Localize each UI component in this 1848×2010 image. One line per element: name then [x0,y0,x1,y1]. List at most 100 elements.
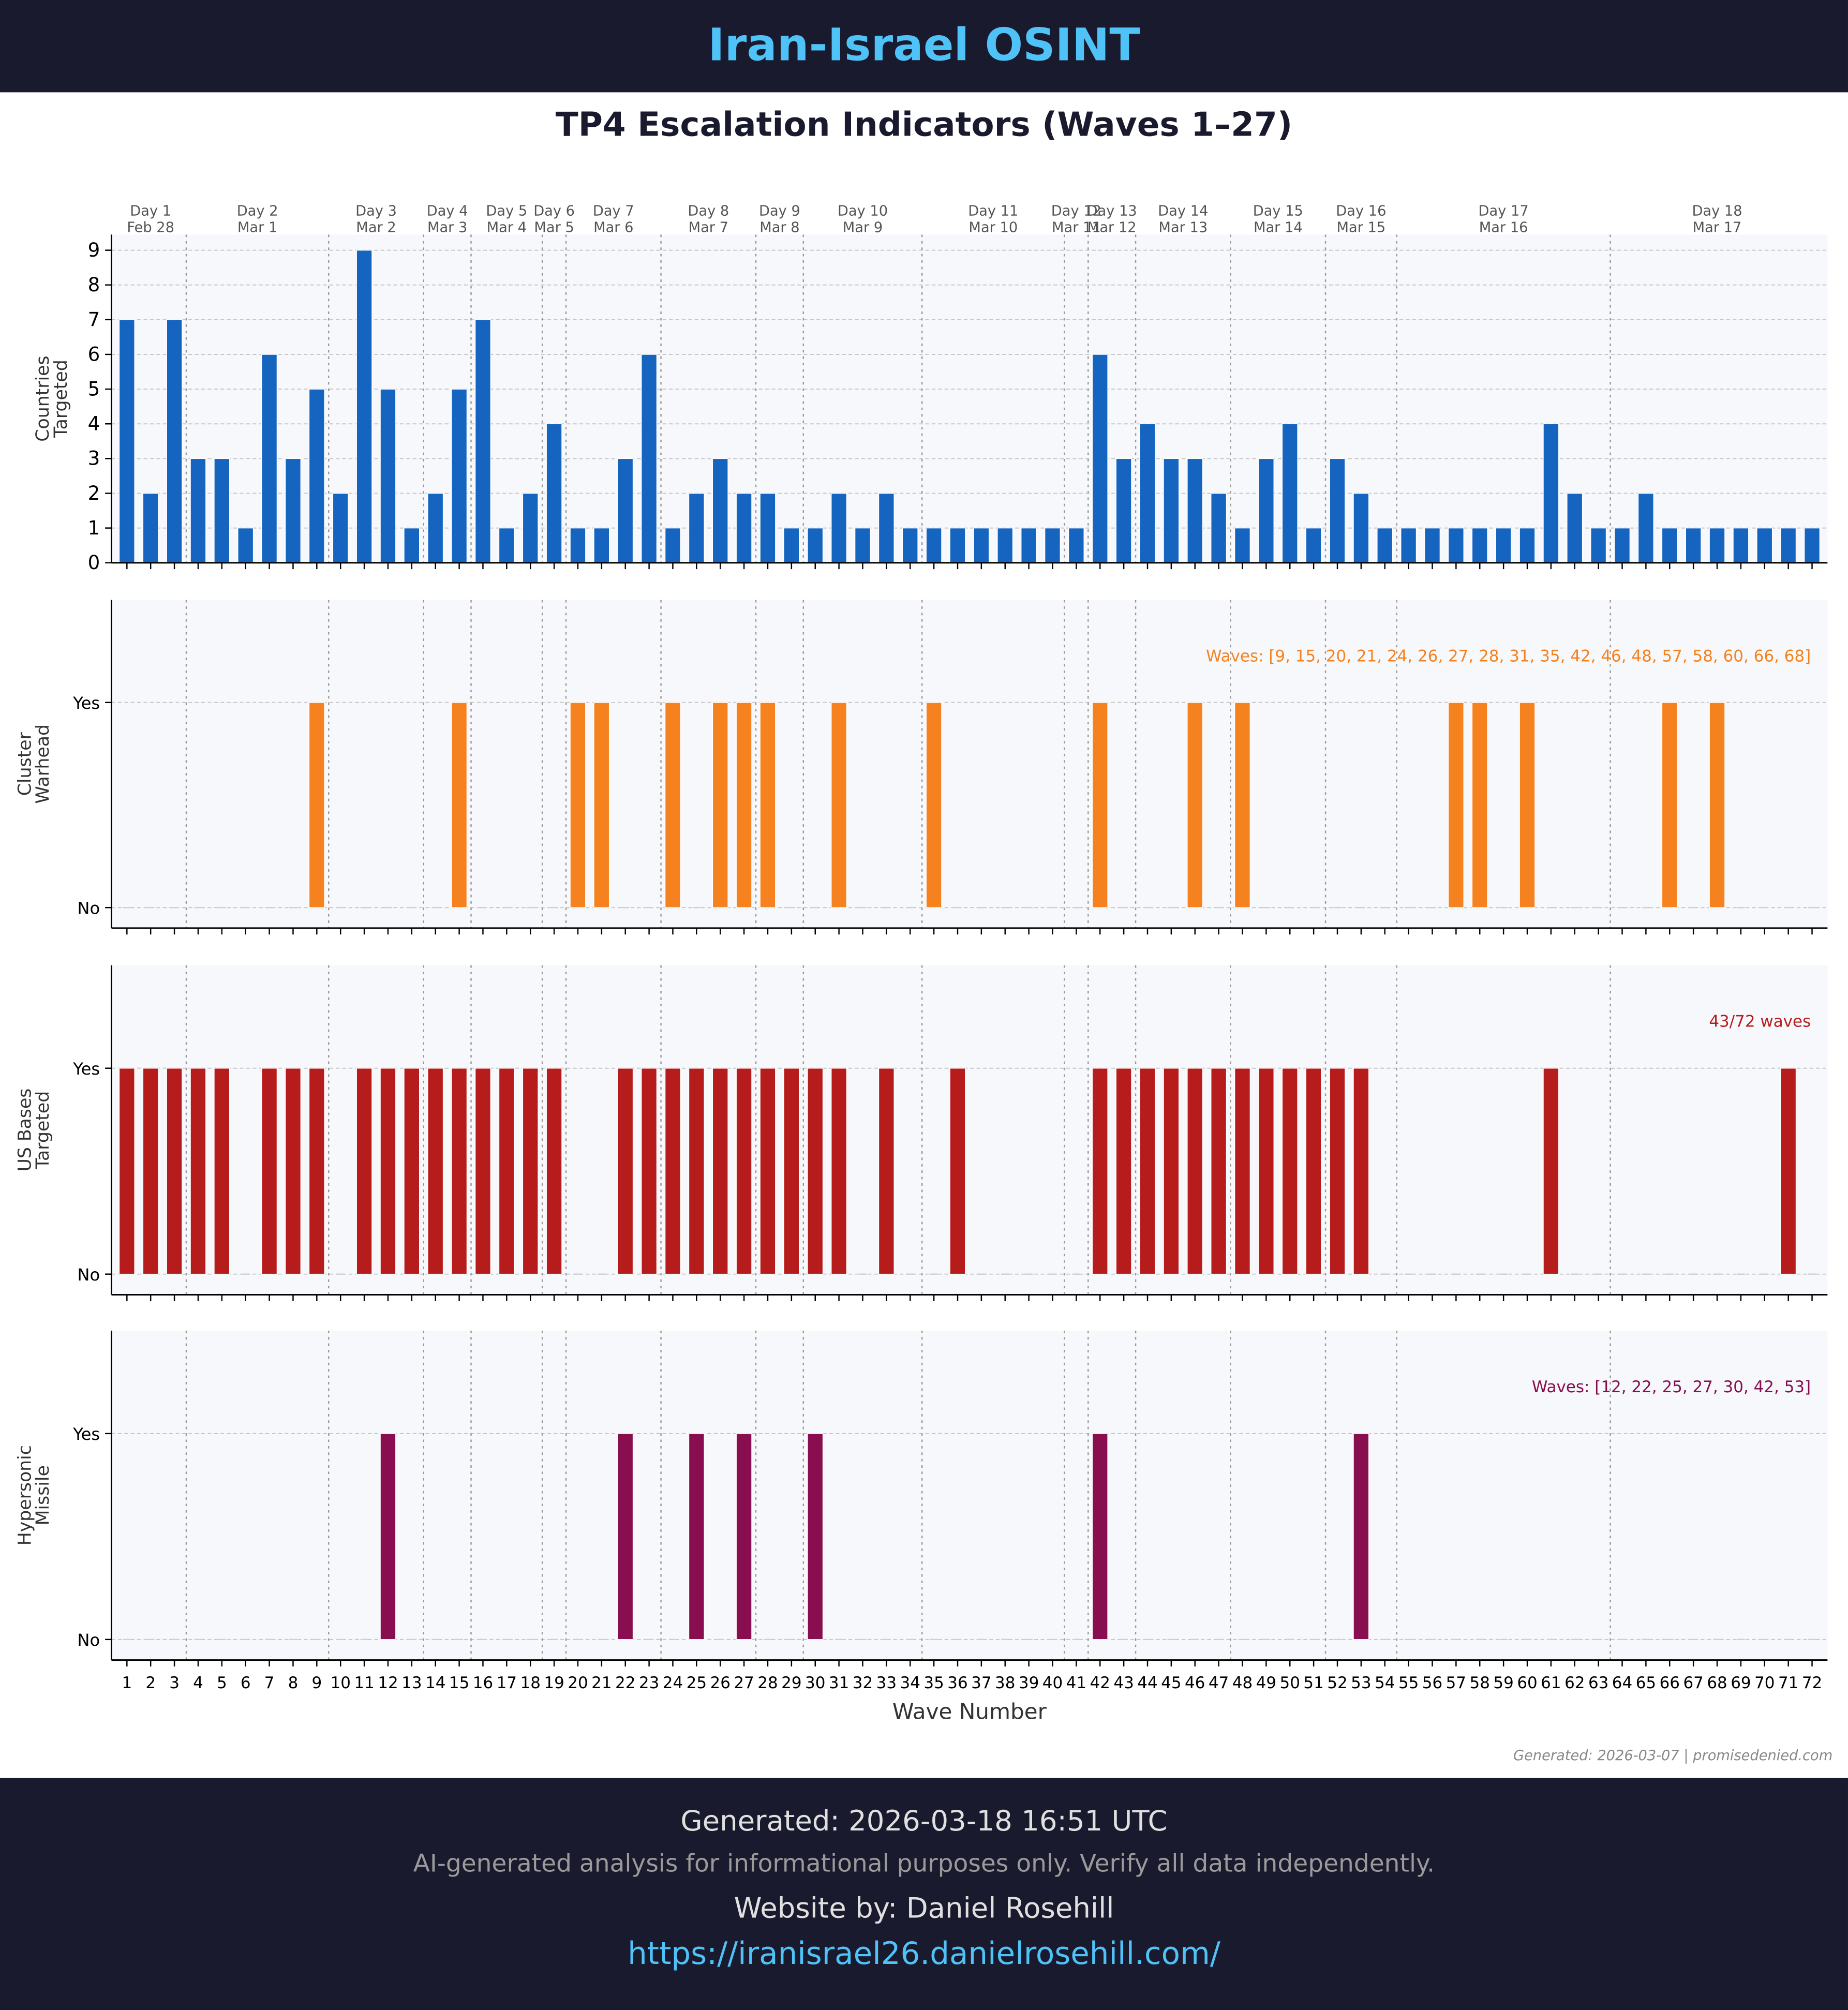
bar-no-wave-61 [1547,1639,1555,1641]
site-footer: Generated: 2026-03-18 16:51 UTC AI-gener… [0,1778,1848,2010]
x-tick-label: 7 [264,1674,275,1692]
y-tick-label: 2 [88,482,100,504]
bar-no-wave-51 [1309,1639,1318,1641]
bar-no-wave-23 [645,1639,653,1641]
bar-no-wave-15 [455,1639,464,1641]
bar-no-wave-41 [1072,1273,1080,1275]
date-label: Mar 9 [843,219,883,235]
bar-yes-wave-27 [736,1067,752,1275]
x-tick-label: 5 [217,1674,227,1692]
bar-no-wave-17 [502,1639,511,1641]
bar-no-wave-25 [692,906,701,909]
bar-no-wave-68 [1713,1639,1721,1641]
bar-no-wave-43 [1120,1639,1128,1641]
date-label: Mar 8 [759,219,799,235]
bar-no-wave-36 [953,906,962,909]
footer-disclaimer: AI-generated analysis for informational … [413,1850,1435,1878]
footer-website-by: Website by: Daniel Rosehill [734,1893,1114,1926]
bar-yes-wave-9 [308,702,325,908]
bar-wave-40 [1044,527,1061,563]
x-tick-label: 72 [1802,1674,1822,1692]
bar-yes-wave-42 [1092,1067,1108,1275]
bar-no-wave-10 [336,906,345,909]
bar-no-wave-12 [384,906,392,909]
bar-no-wave-41 [1072,1639,1080,1641]
bar-yes-wave-33 [878,1067,895,1275]
bar-yes-wave-18 [522,1067,539,1275]
bar-yes-wave-68 [1709,702,1725,908]
bar-wave-62 [1567,493,1583,563]
bar-yes-wave-8 [285,1067,302,1275]
bar-yes-wave-31 [830,1067,847,1275]
bar-no-wave-29 [787,1639,796,1641]
bar-wave-2 [142,493,159,563]
bar-no-wave-55 [1405,1273,1413,1275]
bar-yes-wave-28 [759,702,776,908]
bar-yes-wave-13 [404,1067,420,1275]
y-tick-label: No [77,1630,100,1650]
y-tick-label: 3 [88,448,100,470]
y-axis-label: US BasesTargeted [14,1089,53,1172]
bar-wave-27 [736,493,752,563]
y-axis-label-line: Cluster [14,732,35,796]
bar-yes-wave-43 [1115,1067,1132,1275]
bar-yes-wave-19 [546,1067,562,1275]
x-tick-label: 67 [1683,1674,1703,1692]
bar-wave-43 [1115,458,1132,563]
x-tick-label: 40 [1042,1674,1063,1692]
date-label: Mar 3 [427,219,467,235]
bar-yes-wave-52 [1329,1067,1346,1275]
bar-no-wave-49 [1262,1639,1270,1641]
x-tick-label: 8 [288,1674,299,1692]
bar-no-wave-40 [1049,906,1056,909]
bar-no-wave-66 [1665,1273,1674,1275]
bar-wave-21 [593,527,610,563]
day-label: Day 8 [688,203,729,219]
x-tick-label: 12 [378,1674,398,1692]
bar-wave-57 [1448,527,1465,563]
day-label: Day 14 [1158,203,1208,219]
footer-url-link[interactable]: https://iranisrael26.danielrosehill.com/ [628,1935,1220,1972]
bar-yes-wave-36 [949,1067,966,1275]
bar-no-wave-63 [1594,1273,1603,1275]
x-tick-label: 15 [449,1674,469,1692]
bar-no-wave-10 [336,1273,345,1275]
bar-wave-46 [1187,458,1203,563]
y-tick-label: 5 [88,378,100,400]
bar-wave-61 [1543,423,1559,563]
bar-no-wave-16 [479,906,487,909]
x-tick-label: 52 [1327,1674,1347,1692]
bar-no-wave-47 [1215,1639,1223,1641]
bar-no-wave-64 [1618,1639,1626,1641]
x-tick-label: 23 [639,1674,659,1692]
bar-wave-42 [1092,354,1108,563]
bar-wave-16 [474,319,491,563]
bar-yes-wave-5 [214,1067,230,1275]
bar-no-wave-53 [1357,906,1365,909]
bar-no-wave-19 [550,906,558,909]
bar-no-wave-13 [408,906,416,909]
date-label: Mar 5 [534,219,574,235]
bar-no-wave-48 [1239,1639,1246,1641]
bar-no-wave-6 [242,906,250,909]
x-tick-label: 46 [1185,1674,1205,1692]
day-label: Day 17 [1479,203,1529,219]
bar-no-wave-67 [1689,1273,1697,1275]
x-tick-label: 36 [947,1674,967,1692]
bar-no-wave-28 [764,1639,772,1641]
x-tick-label: 14 [425,1674,445,1692]
bar-yes-wave-30 [807,1433,824,1640]
bar-no-wave-23 [645,906,653,909]
bar-no-wave-3 [170,1639,178,1641]
x-tick-label: 48 [1232,1674,1253,1692]
bar-wave-19 [546,423,562,563]
bar-no-wave-8 [289,1639,297,1641]
day-label: Day 5 [486,203,527,219]
panel-annotation: 43/72 waves [1709,1013,1811,1031]
bar-yes-wave-25 [688,1433,705,1640]
bar-no-wave-7 [265,1639,274,1641]
bar-no-wave-29 [787,906,796,909]
day-label: Day 16 [1336,203,1386,219]
bar-no-wave-60 [1523,1273,1531,1275]
bar-no-wave-26 [716,1639,724,1641]
